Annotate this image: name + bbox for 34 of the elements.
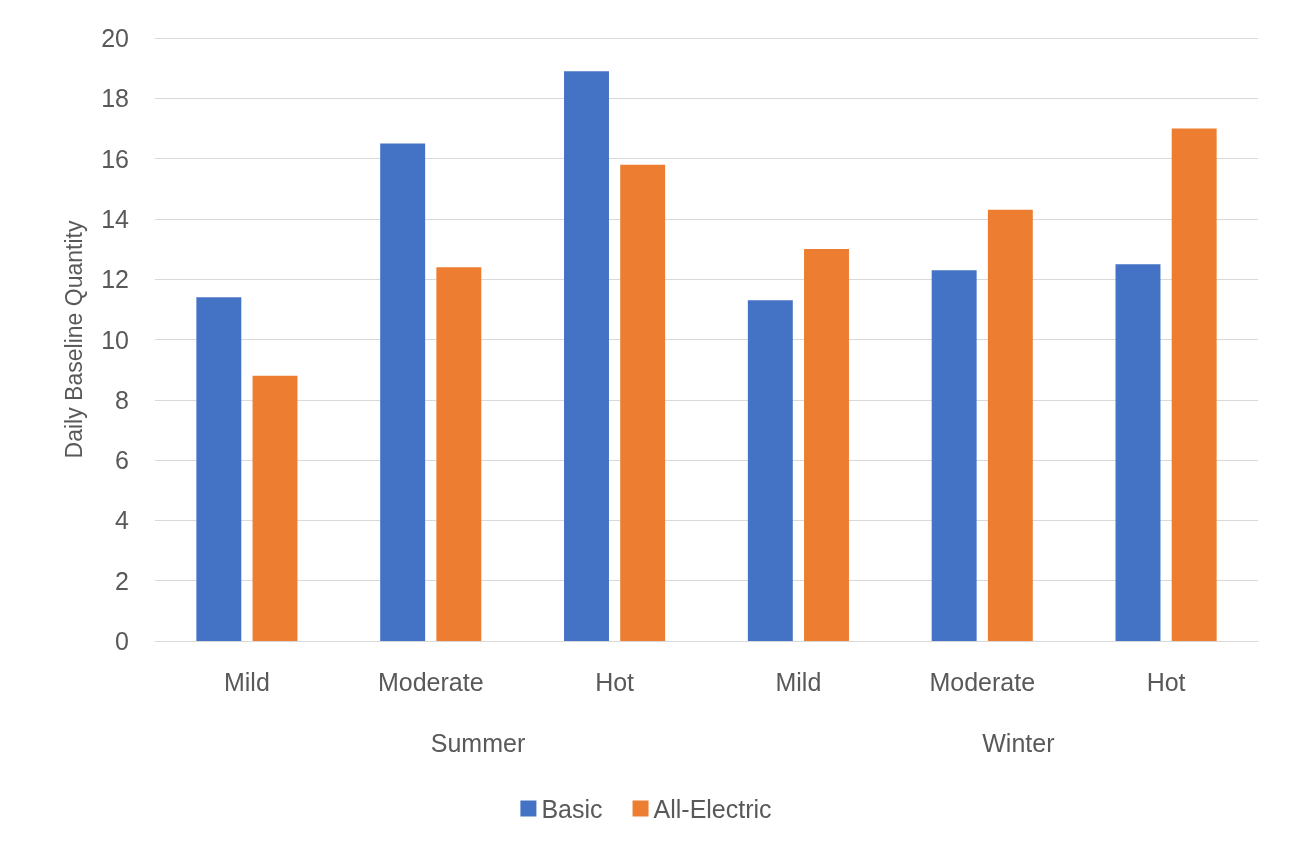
bar (1115, 264, 1161, 641)
y-tick-label: 16 (101, 144, 129, 173)
bar (252, 375, 298, 641)
x-tick-label: Hot (1146, 667, 1186, 696)
y-tick-label: 14 (101, 204, 130, 233)
text: Summer (430, 728, 526, 757)
y-tick-label: 4 (115, 506, 130, 535)
bar (987, 209, 1033, 641)
bar (564, 71, 609, 641)
y-tick-label: 20 (101, 24, 129, 52)
y-tick-label: 2 (115, 566, 129, 595)
bar (1171, 128, 1217, 641)
x-tick-label: Hot (595, 667, 635, 696)
bar (620, 164, 666, 641)
bar (747, 300, 793, 641)
text: Winter (982, 728, 1055, 757)
y-axis-title: Daily Baseline Quantity (60, 220, 87, 459)
x-tick-label: Mild (223, 667, 270, 696)
y-tick-label: 12 (101, 265, 129, 294)
bar (380, 143, 426, 641)
legend-label: Basic (541, 794, 603, 823)
y-tick-label: 18 (101, 84, 129, 113)
y-tick-label: 0 (115, 627, 129, 655)
bar (931, 270, 977, 641)
y-tick-label: 10 (101, 325, 129, 354)
bar (196, 297, 242, 641)
y-tick-label: 6 (115, 446, 129, 475)
x-tick-label: Mild (775, 667, 822, 696)
bar (436, 267, 482, 641)
x-tick-label: Moderate (377, 667, 484, 696)
x-tick-label: Moderate (929, 667, 1036, 696)
legend-label: All-Electric (653, 794, 772, 823)
y-tick-label: 8 (115, 385, 129, 414)
bar (804, 249, 849, 641)
